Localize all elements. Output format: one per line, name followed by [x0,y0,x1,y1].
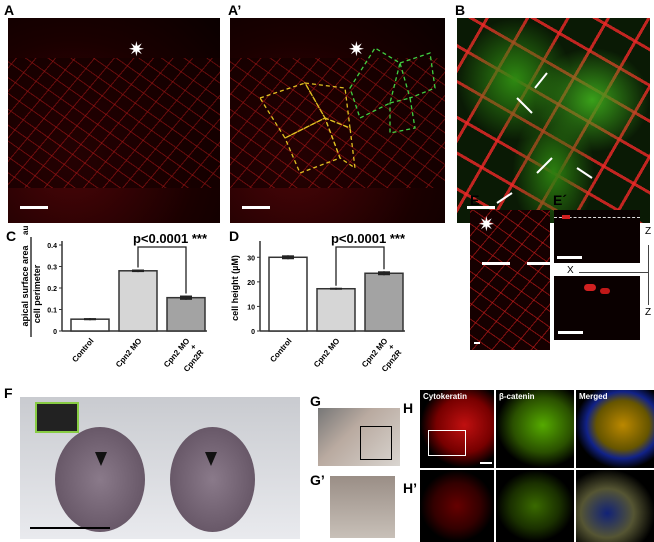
asterisk-marker: ✷ [348,39,365,61]
micrograph-a: ✷ [8,18,220,223]
micrograph-b [457,18,650,223]
y-tick-label: 30 [247,255,255,262]
y-tick-label: 0.2 [47,286,57,293]
micrograph-a-prime: ✷ [230,18,445,223]
scale-bar [20,206,48,209]
scale-bar [242,206,270,209]
axis-x: X [567,265,574,276]
inset-box [428,430,466,456]
error-cap [132,269,144,273]
column-label: Merged [579,392,608,401]
panel-label-f: F [4,385,13,401]
scale-bar [557,256,582,259]
micrograph-h-prime-beta-catenin [496,470,574,542]
embryo-photo-g-prime [330,476,395,538]
scale-bar [467,206,495,209]
y-tick-label: 0 [53,329,57,336]
chart-c: 0 0.1 0.2 0.3 0.4 Control Cpn2 MO Cpn2 MO+Cpn2R… [20,226,208,381]
panel-label-d: D [229,228,240,244]
significance-bracket [137,246,187,294]
embryo [55,427,145,532]
y-tick-label: 0 [251,329,255,336]
embryo-photo-f [20,397,300,539]
panel-label-g: G [310,393,321,409]
bar [70,318,110,332]
error-cap [84,318,96,321]
significance-label: p<0.0001 *** [133,231,208,246]
error-cap [330,287,342,290]
axis-z-top: Z [645,226,652,237]
error-cap [282,255,294,260]
arrowhead-icon [95,452,107,466]
arrow-icon [576,167,593,179]
arrowhead-icon [205,452,217,466]
y-tick-label: 0.3 [47,265,57,272]
panel-label-e: E [470,192,480,208]
y-tick-label: 20 [247,280,255,287]
y-tick-label: 10 [247,304,255,311]
arrow-markers [496,72,593,204]
inset-image [35,402,79,433]
panel-label-b: B [455,2,466,18]
x-tick-label: Cpn2 MO+Cpn2R [162,336,205,381]
y-axis-label-denominator: cell perimeter [32,264,42,323]
panel-label-e-prime: E´ [553,192,567,208]
cell-outline-tracing [259,47,436,174]
micrograph-e-prime-bottom [554,276,640,340]
arrow-icon [534,72,548,89]
bar [166,296,206,332]
embryo-photo-g [318,408,400,466]
panel-label-a: A [4,2,15,18]
micrograph-e-prime-top [554,210,640,263]
micrograph-h-merged: Merged [576,390,654,468]
significance-bracket [335,246,385,286]
bar [364,272,404,332]
inset-box [360,426,392,460]
y-axis-unit: au [21,226,30,235]
y-tick-label: 0.4 [47,243,57,250]
scale-bar [30,527,110,529]
scale-bar [480,462,492,464]
y-axis-label: cell height (µM) [230,255,240,321]
bar [268,256,308,332]
y-axis-label-numerator: apical surface area [20,244,30,326]
scale-bar [558,331,583,334]
asterisk-marker: ✷ [478,214,495,236]
asterisk-marker: ✷ [128,39,145,61]
error-cap [180,295,192,300]
micrograph-e: ✷ [470,210,550,350]
embryo [170,427,255,532]
arrow-icon [496,192,513,204]
micrograph-h-cytokeratin: Cytokeratin [420,390,494,468]
panel-label-h: H [403,400,414,416]
axis-z-bottom: Z [645,307,652,318]
micrograph-h-prime-merged [576,470,654,542]
chart-d: 0 10 20 30 Control Cpn2 MO Cpn2 MO+Cpn2R p<0.00… [230,231,406,381]
column-label: Cytokeratin [423,392,468,401]
panel-label-a-prime: A’ [228,2,242,18]
panel-label-g-prime: G’ [310,472,325,488]
bar [316,287,356,332]
panel-label-h-prime: H’ [403,480,417,496]
x-tick-label: Cpn2 MO [312,337,341,370]
y-tick-label: 0.1 [47,308,57,315]
panel-label-c: C [6,228,17,244]
arrow-icon [516,97,533,114]
arrow-icon [536,157,553,174]
x-tick-label: Cpn2 MO+Cpn2R [360,336,403,381]
micrograph-h-beta-catenin: β-catenin [496,390,574,468]
x-tick-label: Control [70,337,95,365]
x-tick-label: Cpn2 MO [114,337,143,370]
significance-label: p<0.0001 *** [331,231,406,246]
column-label: β-catenin [499,392,535,401]
error-cap [378,271,390,276]
bar [118,270,158,332]
x-tick-label: Control [268,337,293,365]
scale-bar [474,342,480,344]
micrograph-h-prime-cytokeratin [420,470,494,542]
